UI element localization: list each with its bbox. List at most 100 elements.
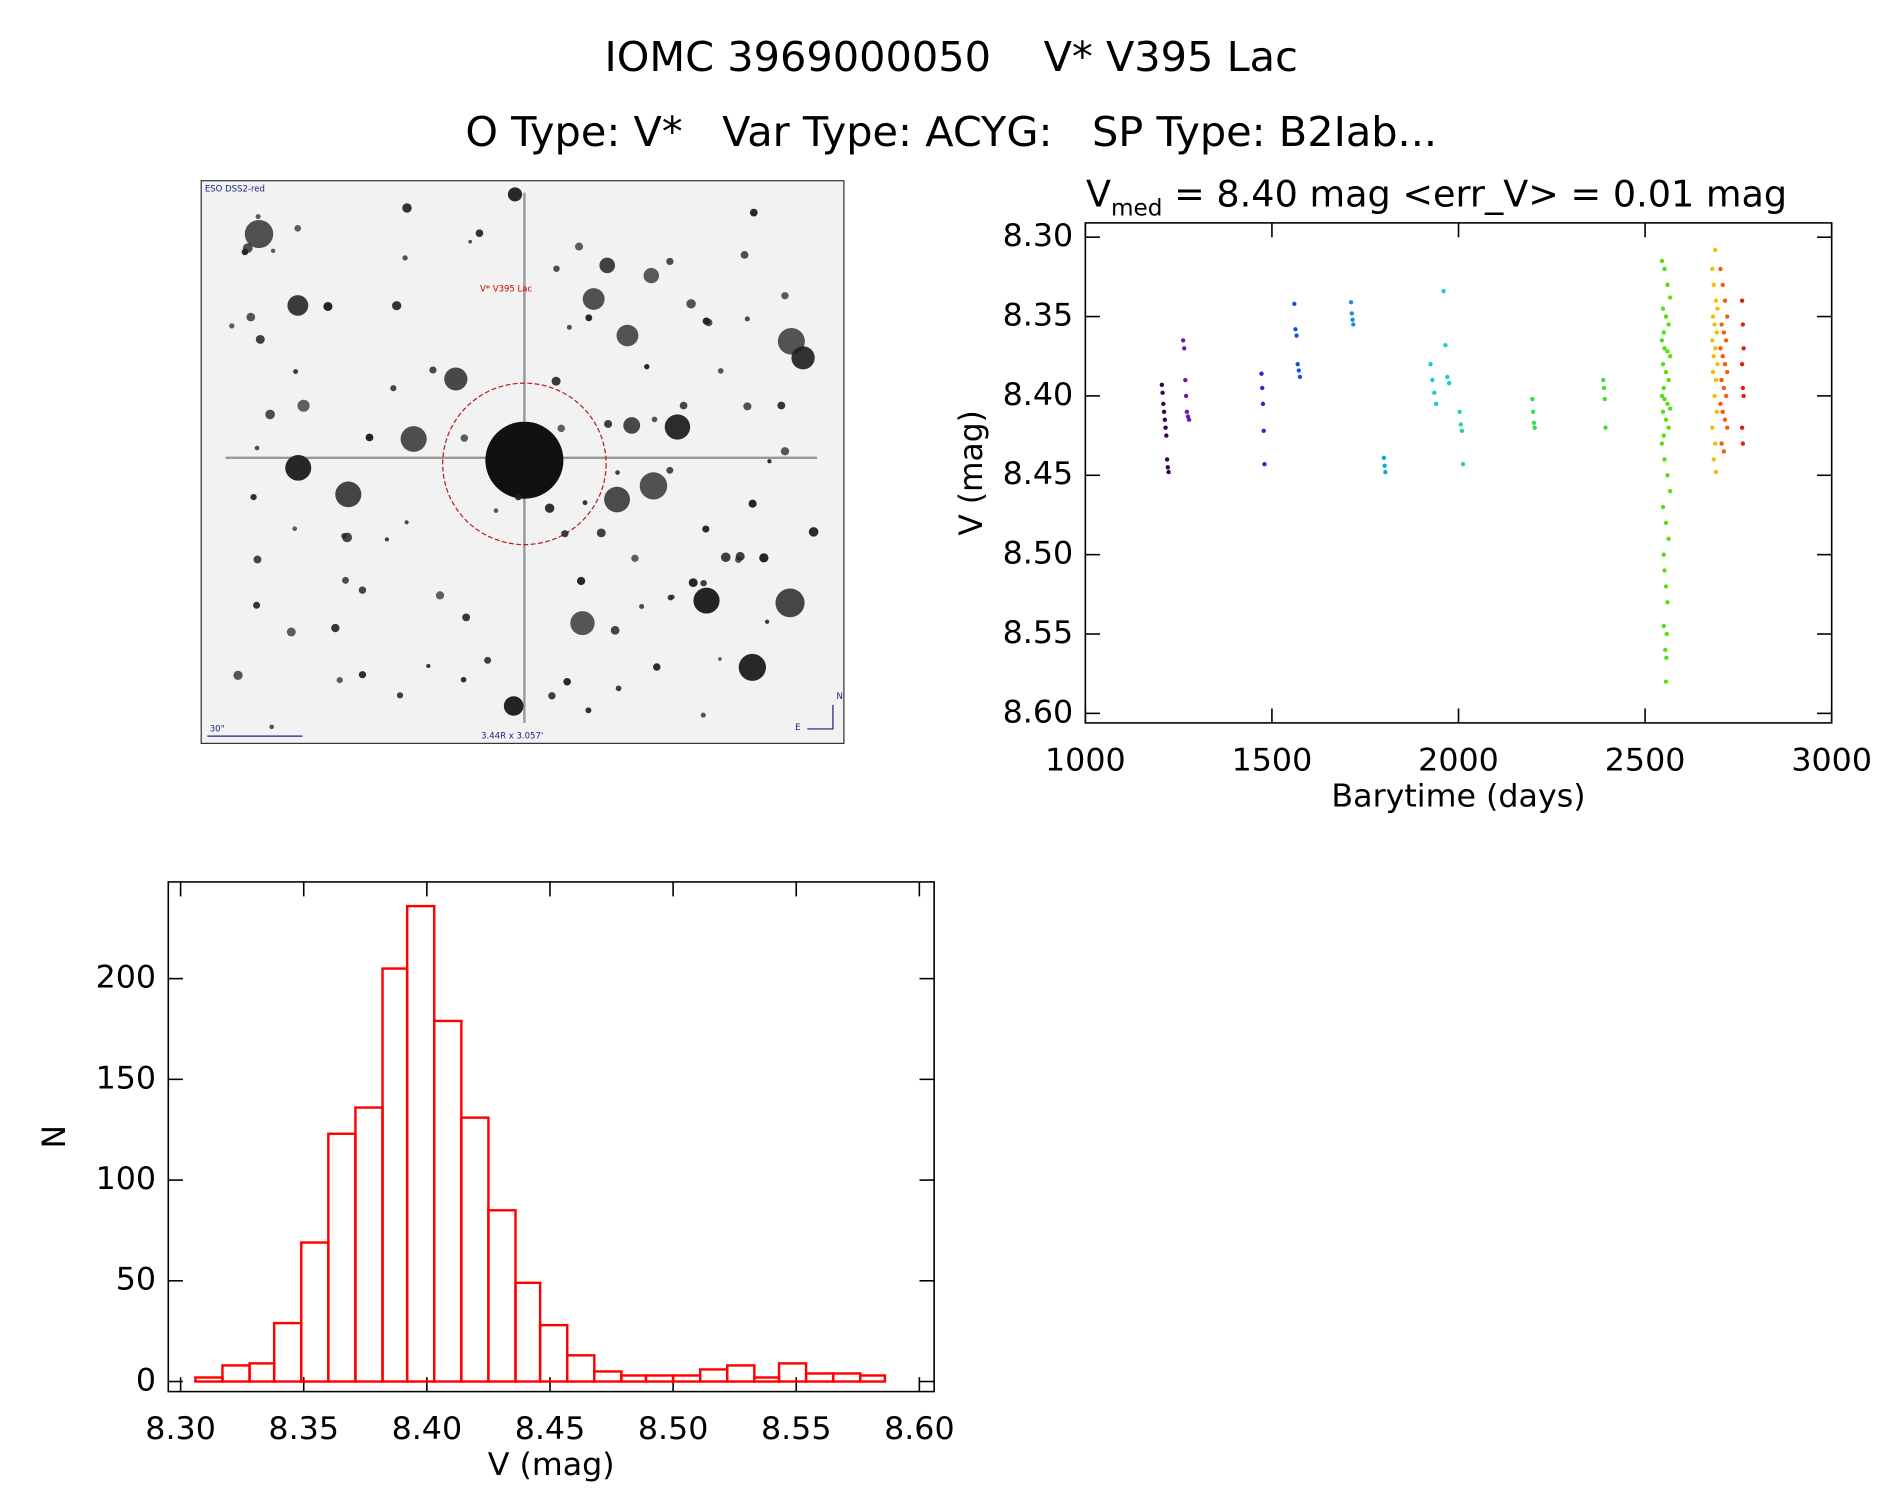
star bbox=[740, 251, 749, 259]
data-point bbox=[1723, 393, 1729, 399]
star bbox=[623, 417, 641, 434]
star bbox=[767, 459, 772, 464]
data-point bbox=[1164, 433, 1169, 438]
star bbox=[269, 724, 274, 730]
data-point bbox=[1262, 462, 1267, 467]
data-point bbox=[1740, 441, 1746, 446]
histogram-bar bbox=[405, 904, 436, 1383]
histogram-bar bbox=[620, 1374, 648, 1383]
data-point bbox=[1183, 393, 1189, 399]
data-point bbox=[1432, 390, 1437, 395]
data-point bbox=[1710, 338, 1715, 343]
star bbox=[791, 346, 815, 370]
data-point bbox=[1713, 247, 1718, 253]
data-point bbox=[1720, 354, 1725, 359]
data-point bbox=[1180, 338, 1186, 343]
data-point bbox=[1665, 600, 1670, 605]
data-point bbox=[1713, 377, 1719, 383]
data-point bbox=[1665, 282, 1670, 287]
data-point bbox=[1721, 330, 1727, 335]
star bbox=[342, 532, 353, 543]
star bbox=[297, 399, 310, 412]
star bbox=[294, 225, 302, 232]
data-point bbox=[1458, 422, 1463, 427]
star bbox=[392, 301, 402, 311]
star bbox=[693, 587, 720, 614]
data-point bbox=[1725, 369, 1730, 375]
star bbox=[507, 187, 523, 202]
data-point bbox=[1719, 377, 1724, 383]
x-tick-label: 8.35 bbox=[268, 1411, 339, 1447]
y-tick-label: 8.45 bbox=[1003, 456, 1074, 492]
x-tick-label: 8.60 bbox=[884, 1411, 955, 1447]
data-point bbox=[1293, 327, 1298, 332]
star bbox=[553, 265, 560, 272]
data-point bbox=[1660, 361, 1666, 367]
histogram-bar bbox=[538, 1323, 569, 1383]
data-point bbox=[1164, 457, 1170, 462]
data-point bbox=[1381, 455, 1387, 460]
data-point bbox=[1739, 298, 1745, 303]
data-point bbox=[1162, 417, 1168, 422]
data-point bbox=[1663, 314, 1669, 319]
data-point bbox=[1457, 409, 1462, 414]
star bbox=[576, 576, 586, 586]
star bbox=[780, 447, 790, 456]
x-tick-label: 8.45 bbox=[515, 1411, 586, 1447]
data-point bbox=[1665, 349, 1670, 354]
data-point bbox=[1163, 425, 1168, 430]
data-point bbox=[1663, 584, 1669, 589]
star bbox=[484, 656, 492, 664]
star bbox=[669, 594, 675, 600]
data-point bbox=[1739, 425, 1745, 430]
data-point bbox=[1659, 393, 1665, 399]
data-point bbox=[1446, 381, 1452, 386]
star bbox=[679, 401, 688, 410]
data-point bbox=[1741, 346, 1746, 351]
data-point bbox=[1460, 462, 1466, 467]
star bbox=[250, 493, 257, 501]
star bbox=[503, 696, 524, 716]
data-point bbox=[1740, 385, 1746, 391]
star bbox=[585, 707, 592, 714]
east-label: E bbox=[795, 722, 800, 732]
histogram-bar bbox=[726, 1364, 756, 1383]
star bbox=[331, 623, 340, 633]
data-point bbox=[1666, 425, 1671, 430]
star bbox=[468, 239, 473, 244]
star bbox=[444, 367, 468, 391]
star bbox=[396, 692, 404, 699]
star bbox=[639, 603, 645, 610]
star bbox=[233, 670, 243, 680]
data-point bbox=[1666, 377, 1671, 383]
data-point bbox=[1719, 322, 1724, 327]
data-point bbox=[1430, 377, 1435, 383]
data-point bbox=[1603, 425, 1608, 430]
star bbox=[404, 520, 409, 525]
data-point bbox=[1350, 317, 1355, 322]
histogram-bar bbox=[644, 1374, 675, 1383]
star bbox=[426, 663, 431, 669]
data-point bbox=[1718, 401, 1723, 407]
star bbox=[764, 619, 770, 624]
data-point bbox=[1663, 647, 1668, 653]
data-point bbox=[1720, 409, 1725, 414]
star bbox=[759, 553, 769, 563]
data-point bbox=[1160, 390, 1165, 395]
histogram-bar bbox=[354, 1106, 384, 1383]
histogram-bar bbox=[804, 1372, 835, 1383]
data-point bbox=[1721, 385, 1727, 391]
data-point bbox=[1260, 401, 1266, 407]
histogram-bar bbox=[698, 1368, 729, 1383]
data-point bbox=[1713, 441, 1718, 446]
data-point bbox=[1741, 393, 1746, 399]
star bbox=[462, 613, 471, 622]
data-point bbox=[1662, 396, 1667, 402]
star bbox=[615, 470, 620, 475]
star bbox=[808, 527, 819, 537]
star bbox=[566, 324, 572, 330]
data-point bbox=[1659, 258, 1665, 264]
data-point bbox=[1184, 409, 1190, 414]
star bbox=[390, 385, 397, 392]
data-point bbox=[1740, 322, 1746, 327]
